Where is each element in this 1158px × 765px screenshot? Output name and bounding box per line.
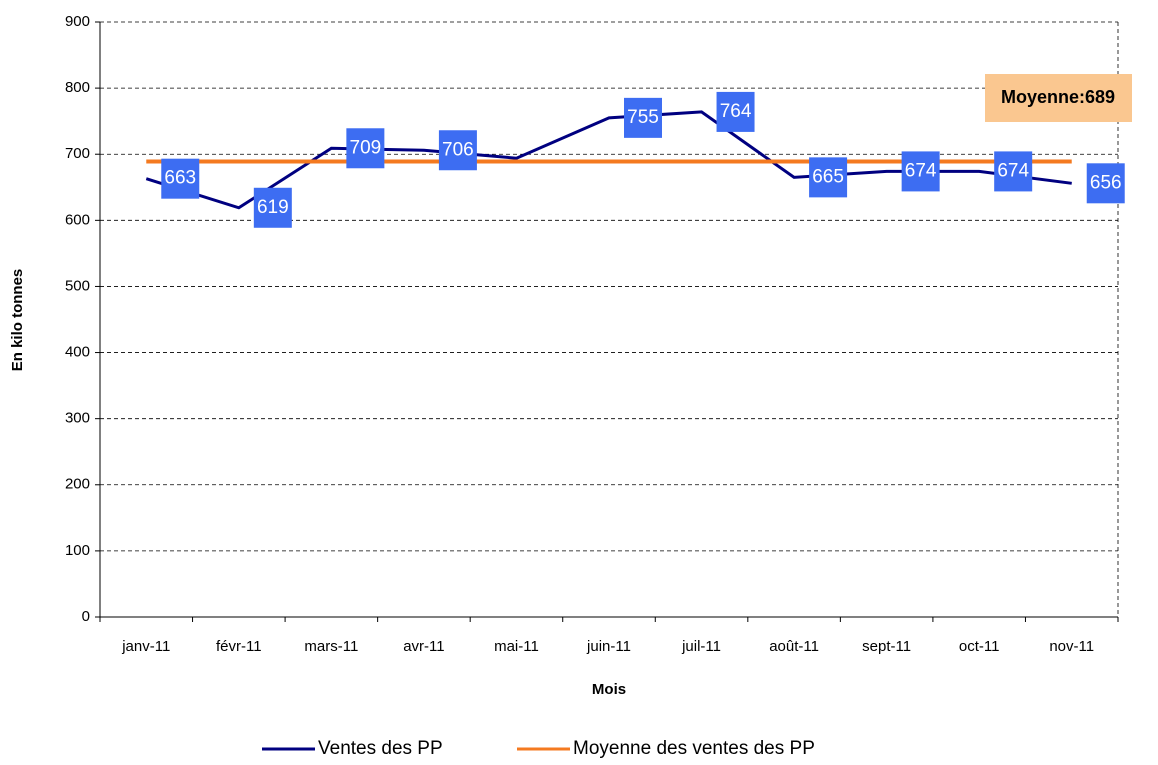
data-label: 665 xyxy=(809,157,848,198)
data-label: 674 xyxy=(994,151,1033,192)
x-tick-label: janv-11 xyxy=(121,638,170,655)
data-label: 706 xyxy=(438,130,477,171)
data-label: 674 xyxy=(901,151,940,192)
data-label-box xyxy=(438,130,477,171)
data-label-text: 706 xyxy=(442,139,474,160)
data-label-text: 755 xyxy=(627,107,659,128)
data-label: 764 xyxy=(716,91,755,132)
y-tick-label: 600 xyxy=(65,211,90,228)
data-label-box xyxy=(346,128,385,169)
data-label: 755 xyxy=(624,97,662,138)
data-label-box xyxy=(716,91,755,132)
x-tick-label: nov-11 xyxy=(1049,638,1094,655)
data-label-box xyxy=(253,187,292,228)
data-label-text: 619 xyxy=(257,197,289,218)
data-label-box xyxy=(994,151,1033,192)
y-tick-label: 400 xyxy=(65,344,90,361)
y-axis-title: En kilo tonnes xyxy=(9,269,26,372)
data-label-text: 764 xyxy=(720,101,752,122)
data-label-box xyxy=(1086,163,1125,204)
x-tick-label: août-11 xyxy=(769,638,819,655)
y-tick-label: 900 xyxy=(65,13,90,30)
x-tick-label: févr-11 xyxy=(216,638,262,655)
y-tick-label: 300 xyxy=(65,410,90,427)
data-label: 656 xyxy=(1086,163,1125,204)
x-tick-label: sept-11 xyxy=(862,638,911,655)
y-tick-label: 500 xyxy=(65,277,90,294)
annotation: Moyenne:689 xyxy=(1001,87,1115,107)
data-label-text: 665 xyxy=(812,166,844,187)
legend-label: Ventes des PP xyxy=(318,738,443,759)
x-tick-label: juil-11 xyxy=(681,638,721,655)
annotation-box xyxy=(985,74,1132,122)
x-tick-label: mars-11 xyxy=(304,638,358,655)
legend-label: Moyenne des ventes des PP xyxy=(573,738,815,759)
data-label-text: 663 xyxy=(164,168,196,189)
x-tick-label: avr-11 xyxy=(403,638,444,655)
x-tick-label: mai-11 xyxy=(494,638,539,655)
data-label-box xyxy=(161,158,200,199)
data-label-box xyxy=(809,157,848,198)
data-label: 663 xyxy=(161,158,200,199)
data-label: 709 xyxy=(346,128,385,169)
data-label-text: 674 xyxy=(997,160,1029,181)
data-label-box xyxy=(901,151,940,192)
x-tick-label: juin-11 xyxy=(586,638,631,655)
y-tick-label: 0 xyxy=(82,608,90,625)
y-tick-label: 800 xyxy=(65,79,90,96)
y-tick-label: 700 xyxy=(65,145,90,162)
y-tick-label: 100 xyxy=(65,542,90,559)
data-label-box xyxy=(624,97,662,138)
x-axis-title: Mois xyxy=(592,681,626,698)
data-label-text: 674 xyxy=(905,160,937,181)
data-label-text: 656 xyxy=(1090,172,1122,193)
x-tick-label: oct-11 xyxy=(959,638,1000,655)
data-label-text: 709 xyxy=(350,137,382,158)
y-tick-label: 200 xyxy=(65,476,90,493)
data-label: 619 xyxy=(253,187,292,228)
